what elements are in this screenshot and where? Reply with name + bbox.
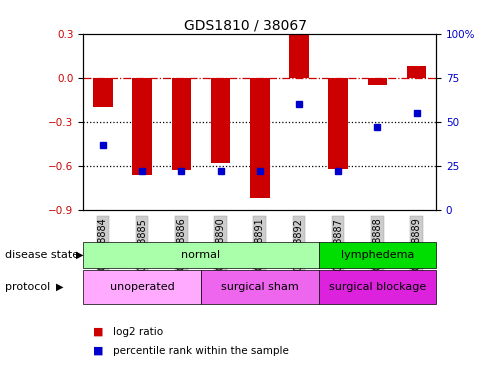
Text: lymphedema: lymphedema (341, 250, 414, 260)
Bar (407, 66, 426, 78)
Bar (250, 78, 270, 198)
Bar (132, 78, 152, 175)
Text: normal: normal (181, 250, 221, 260)
Bar (368, 78, 387, 85)
Bar (328, 78, 348, 169)
Text: surgical sham: surgical sham (221, 282, 298, 292)
Bar (318, 242, 436, 268)
Text: percentile rank within the sample: percentile rank within the sample (113, 346, 289, 355)
Bar (83, 270, 201, 304)
Bar (289, 35, 309, 78)
Text: ■: ■ (93, 346, 103, 355)
Text: ▶: ▶ (56, 282, 64, 292)
Bar (93, 78, 113, 107)
Text: unoperated: unoperated (110, 282, 174, 292)
Bar (201, 270, 318, 304)
Text: disease state: disease state (5, 250, 79, 260)
Bar (172, 78, 191, 170)
Text: ■: ■ (93, 327, 103, 337)
Bar (211, 78, 230, 163)
Text: ▶: ▶ (76, 250, 83, 260)
Text: protocol: protocol (5, 282, 50, 292)
Text: GDS1810 / 38067: GDS1810 / 38067 (183, 19, 307, 33)
Text: surgical blockage: surgical blockage (329, 282, 426, 292)
Bar (318, 270, 436, 304)
Text: log2 ratio: log2 ratio (113, 327, 163, 337)
Bar (83, 242, 318, 268)
